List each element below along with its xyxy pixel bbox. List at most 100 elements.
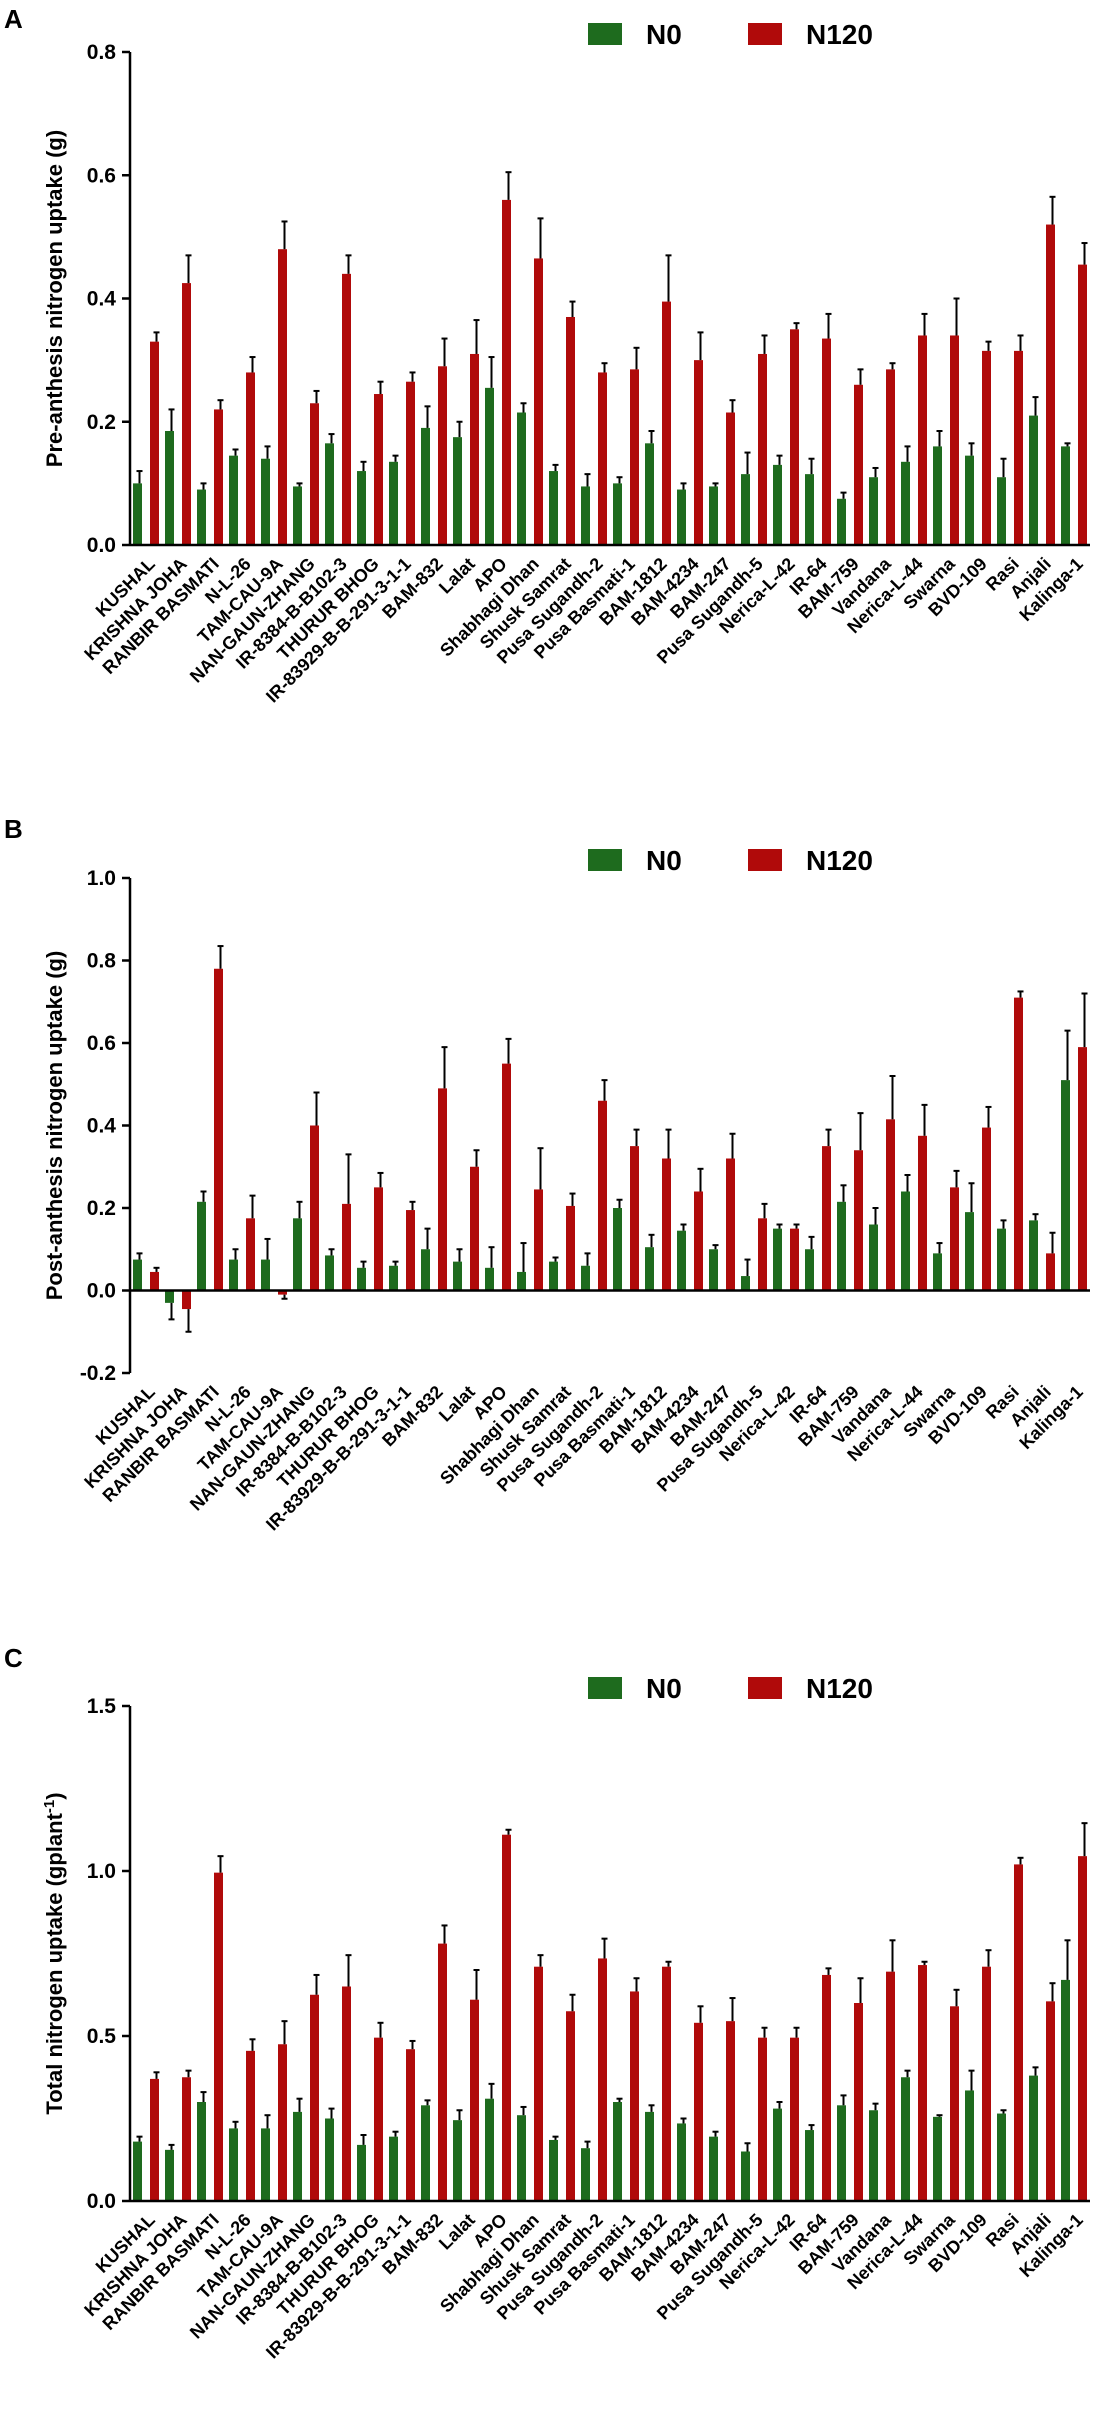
bar-N120-NAN-GAUN-ZHANG: [310, 1125, 319, 1291]
bar-N120-Pusa Sugandh-2: [598, 372, 607, 545]
bar-N120-Pusa Basmati-1: [630, 1991, 639, 2201]
bar-N120-BAM-1812: [662, 1158, 671, 1291]
bar-N120-RANBIR BASMATI: [214, 1872, 223, 2201]
legend-swatch-N0: [588, 1677, 622, 1699]
bar-N0-Lalat: [453, 437, 462, 545]
bar-N120-KRISHNA JOHA: [182, 1290, 191, 1310]
bar-N120-RANBIR BASMATI: [214, 968, 223, 1291]
bar-N0-BAM-4234: [677, 489, 686, 545]
bar-N0-BAM-1812: [645, 2111, 654, 2201]
bar-N120-Shusk Samrat: [566, 1205, 575, 1291]
bar-N0-IR-83929-B-B-291-3-1-1: [389, 2136, 398, 2201]
panel-C: C Total nitrogen uptake (gplant-1) 0.0 0.5 1…: [4, 1643, 1090, 2362]
bar-N0-BAM-247: [709, 486, 718, 545]
bar-N0-Pusa Sugandh-2: [581, 486, 590, 545]
bar-N120-BAM-759: [854, 2003, 863, 2201]
bar-N0-BAM-1812: [645, 1247, 654, 1291]
bar-N120-Vandana: [886, 1119, 895, 1291]
bar-N0-BAM-759: [837, 498, 846, 545]
bar-N0-Kalinga-1: [1061, 1979, 1070, 2201]
bar-N0-BAM-4234: [677, 2123, 686, 2201]
bar-N0-Anjali: [1029, 2075, 1038, 2201]
bar-N0-Swarna: [933, 2116, 942, 2201]
bar-N120-RANBIR BASMATI: [214, 409, 223, 545]
legend-label-N0: N0: [646, 19, 682, 50]
bar-N0-IR-83929-B-B-291-3-1-1: [389, 461, 398, 545]
legend-label-N0: N0: [646, 1673, 682, 1704]
bar-N0-RANBIR BASMATI: [197, 489, 206, 545]
bar-N0-KRISHNA JOHA: [165, 2149, 174, 2201]
bar-N0-BAM-759: [837, 1201, 846, 1291]
bar-N120-THURUR BHOG: [374, 1187, 383, 1291]
bar-N120-Nerica-L-44: [918, 1965, 927, 2201]
bar-N120-Nerica-L-44: [918, 1135, 927, 1291]
bar-N0-N-L-26: [229, 455, 238, 545]
x-tick-label: Lalat: [435, 554, 479, 598]
y-tick-label: 0.8: [87, 950, 117, 973]
bar-N0-THURUR BHOG: [357, 1267, 366, 1291]
bar-N0-Pusa Sugandh-5: [741, 474, 750, 545]
bar-N0-Vandana: [869, 2110, 878, 2201]
bar-N0-Nerica-L-42: [773, 1228, 782, 1291]
bar-N0-Kalinga-1: [1061, 1080, 1070, 1291]
bar-N0-BAM-247: [709, 1249, 718, 1291]
bar-N120-Nerica-L-44: [918, 335, 927, 545]
bar-N120-Shabhagi Dhan: [534, 1189, 543, 1291]
bar-N0-IR-8384-B-B102-3: [325, 443, 334, 545]
bar-N0-Nerica-L-44: [901, 461, 910, 545]
bar-N120-Shusk Samrat: [566, 2011, 575, 2201]
bar-N0-BAM-832: [421, 427, 430, 545]
bar-N0-Pusa Basmati-1: [613, 483, 622, 545]
bar-N0-Lalat: [453, 2120, 462, 2201]
bar-N120-Pusa Sugandh-2: [598, 1100, 607, 1291]
bar-N0-Shusk Samrat: [549, 471, 558, 545]
bar-N0-IR-8384-B-B102-3: [325, 2118, 334, 2201]
y-tick-label: 1.0: [87, 1860, 116, 1883]
bar-N0-KUSHAL: [133, 2141, 142, 2201]
bar-N120-BAM-4234: [694, 2022, 703, 2201]
bar-N120-Anjali: [1046, 2001, 1055, 2201]
bar-N0-Pusa Basmati-1: [613, 1208, 622, 1291]
bar-N0-Nerica-L-44: [901, 1191, 910, 1291]
bar-N0-N-L-26: [229, 1259, 238, 1291]
bar-N120-APO: [502, 1063, 511, 1291]
bar-N120-APO: [502, 1834, 511, 2201]
bar-N120-IR-64: [822, 338, 831, 545]
bar-N0-APO: [485, 1267, 494, 1291]
y-tick-label: 0.8: [87, 41, 117, 64]
legend-swatch-N120: [748, 1677, 782, 1699]
y-tick-label: 0.0: [87, 2190, 116, 2213]
bar-N120-IR-64: [822, 1974, 831, 2201]
panel-A: A Pre-anthesis nitrogen uptake (g) 0.0 0.2 0…: [4, 4, 1090, 706]
bar-N120-Shusk Samrat: [566, 316, 575, 545]
bar-N120-BVD-109: [982, 1127, 991, 1291]
bar-N120-IR-8384-B-B102-3: [342, 1986, 351, 2201]
bar-N120-IR-8384-B-B102-3: [342, 273, 351, 545]
bar-N120-Pusa Basmati-1: [630, 1146, 639, 1291]
bar-N0-TAM-CAU-9A: [261, 458, 270, 545]
y-axis-label: Post-anthesis nitrogen uptake (g): [42, 951, 67, 1301]
bar-N0-Rasi: [997, 477, 1006, 545]
bar-N0-RANBIR BASMATI: [197, 2102, 206, 2201]
bar-N0-IR-8384-B-B102-3: [325, 1255, 334, 1291]
panel-B: B Post-anthesis nitrogen uptake (g) -0.2 0.…: [4, 814, 1090, 1534]
bar-N120-APO: [502, 199, 511, 545]
bar-N120-BVD-109: [982, 1966, 991, 2201]
bar-N120-KUSHAL: [150, 2078, 159, 2201]
bar-N0-APO: [485, 387, 494, 545]
y-tick-label: 1.5: [87, 1695, 117, 1718]
bar-N120-Rasi: [1014, 1864, 1023, 2201]
bar-N0-Shabhagi Dhan: [517, 412, 526, 545]
bar-N0-Swarna: [933, 446, 942, 545]
bar-N0-THURUR BHOG: [357, 2144, 366, 2201]
bar-N120-Anjali: [1046, 224, 1055, 546]
bar-N0-NAN-GAUN-ZHANG: [293, 486, 302, 545]
panel-label: B: [4, 814, 23, 844]
bar-N0-KRISHNA JOHA: [165, 430, 174, 545]
bar-N120-Kalinga-1: [1078, 1856, 1087, 2201]
bar-N0-Swarna: [933, 1253, 942, 1291]
bar-N0-Nerica-L-44: [901, 2077, 910, 2201]
legend-label-N120: N120: [806, 1673, 873, 1704]
bar-N0-Pusa Sugandh-2: [581, 2148, 590, 2201]
